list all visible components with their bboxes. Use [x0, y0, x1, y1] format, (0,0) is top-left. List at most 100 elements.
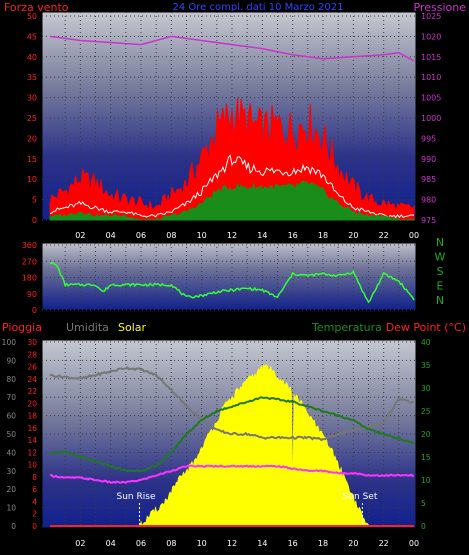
direction-tick-label: 360: [22, 241, 37, 250]
wind-tick-label: 25: [27, 114, 37, 123]
umidita-label: Umidita: [66, 321, 109, 334]
direction-tick-label: 90: [27, 290, 37, 299]
wind-tick-label: 10: [27, 175, 37, 184]
sun-annotations: Sun Rise Sun Set: [117, 492, 378, 526]
pressure-tick-label: 1025: [421, 12, 441, 21]
wind-tick-label: 50: [27, 12, 37, 21]
pressure-tick-label: 1000: [421, 114, 441, 123]
wind-average-area: [49, 180, 415, 221]
rain-tick-label: 4: [32, 497, 37, 506]
humidity-tick-label: 20: [6, 485, 16, 494]
pressure-tick-label: 1010: [421, 73, 441, 82]
time-tick-label: 16: [288, 539, 298, 548]
rain-tick-label: 20: [27, 399, 37, 408]
time-tick-label: 00: [409, 539, 419, 548]
wind-tick-label: 0: [32, 216, 37, 225]
time-tick-label: 10: [197, 539, 207, 548]
rain-tick-label: 26: [27, 363, 37, 372]
rain-tick-label: 14: [27, 436, 37, 445]
time-tick-label: 12: [227, 231, 237, 240]
rain-tick-label: 10: [27, 461, 37, 470]
rain-tick-label: 8: [32, 473, 37, 482]
wind-tick-label: 15: [27, 155, 37, 164]
wind-direction-series: [49, 261, 415, 304]
time-tick-label: 04: [106, 231, 116, 240]
pressure-tick-label: 1020: [421, 32, 441, 41]
time-tick-label: 18: [318, 231, 328, 240]
compass-letter: N: [436, 236, 444, 249]
compass-letter: N: [436, 294, 444, 307]
rain-tick-label: 2: [32, 510, 37, 519]
time-tick-label: 08: [166, 539, 176, 548]
wind-tick-label: 20: [27, 134, 37, 143]
time-tick-label: 14: [257, 231, 267, 240]
humidity-tick-label: 100: [2, 338, 17, 347]
time-tick-label: 10: [197, 231, 207, 240]
time-tick-label: 00: [409, 231, 419, 240]
direction-tick-label: 270: [22, 257, 37, 266]
direction-tick-label: 180: [22, 274, 37, 283]
time-tick-label: 20: [348, 231, 358, 240]
humidity-tick-label: 10: [6, 504, 16, 513]
time-tick-label: 06: [136, 539, 146, 548]
pressure-tick-label: 990: [421, 155, 436, 164]
wind-direction-line: [49, 261, 415, 304]
humidity-tick-label: 70: [6, 393, 16, 402]
direction-degree-axis: 0 90 180 270 360: [22, 241, 37, 315]
wind-tick-label: 5: [32, 196, 37, 205]
temperature-tick-label: 25: [421, 407, 431, 416]
temperatura-label: Temperatura: [311, 321, 382, 334]
time-tick-label: 16: [288, 231, 298, 240]
time-tick-label: 08: [166, 231, 176, 240]
time-tick-label: 04: [106, 539, 116, 548]
wind-pressure-series: [49, 35, 415, 221]
dew-point-label: Dew Point (°C): [386, 321, 466, 334]
wind-tick-label: 45: [27, 32, 37, 41]
compass-letter: W: [435, 251, 446, 264]
rain-tick-label: 24: [27, 375, 37, 384]
rain-tick-label: 28: [27, 350, 37, 359]
compass-letter: S: [437, 265, 444, 278]
rain-tick-label: 16: [27, 424, 37, 433]
humidity-tick-label: 40: [6, 448, 16, 457]
pressure-line: [49, 35, 415, 62]
temperature-axis: 0 5 10 15 20 25 30 35 40: [421, 338, 431, 531]
sun-set-label: Sun Set: [343, 492, 378, 502]
pressure-tick-label: 975: [421, 216, 436, 225]
humidity-tick-label: 50: [6, 430, 16, 439]
time-tick-label: 02: [75, 231, 85, 240]
time-tick-label: 22: [379, 539, 389, 548]
temperature-tick-label: 35: [421, 361, 431, 370]
direction-tick-label: 0: [32, 306, 37, 315]
wind-tick-label: 30: [27, 94, 37, 103]
wind-speed-axis: 0 5 10 15 20 25 30 35 40 45 50: [27, 12, 37, 225]
time-tick-label: 06: [136, 231, 146, 240]
time-axis-top: 02 04 06 08 10 12 14 16 18 20 22 00: [75, 231, 419, 240]
humidity-axis: 0 10 20 30 40 50 60 70 80 90 100: [2, 338, 17, 531]
pressure-axis: 975 980 985 990 995 1000 1005 1010 1015 1020 1025: [421, 12, 441, 225]
dew-point-line: [49, 464, 415, 484]
pioggia-label: Pioggia: [2, 321, 42, 334]
solar-label: Solar: [118, 321, 147, 334]
temperature-tick-label: 15: [421, 453, 431, 462]
pressure-tick-label: 1005: [421, 94, 441, 103]
time-tick-label: 22: [379, 231, 389, 240]
pressione-label: Pressione: [414, 1, 467, 14]
humidity-tick-label: 90: [6, 356, 16, 365]
humidity-solar-temp-series: [49, 364, 415, 527]
pressure-tick-label: 980: [421, 196, 436, 205]
temperature-tick-label: 20: [421, 430, 431, 439]
wind-tick-label: 35: [27, 73, 37, 82]
time-tick-label: 14: [257, 539, 267, 548]
rain-tick-label: 0: [32, 522, 37, 531]
time-tick-label: 02: [75, 539, 85, 548]
wind-speed-line: [49, 154, 415, 219]
time-tick-label: 12: [227, 539, 237, 548]
rain-tick-label: 12: [27, 448, 37, 457]
time-axis-bottom: 02 04 06 08 10 12 14 16 18 20 22 00: [75, 539, 419, 548]
compass-letter: E: [437, 280, 444, 293]
sun-rise-label: Sun Rise: [117, 492, 156, 502]
